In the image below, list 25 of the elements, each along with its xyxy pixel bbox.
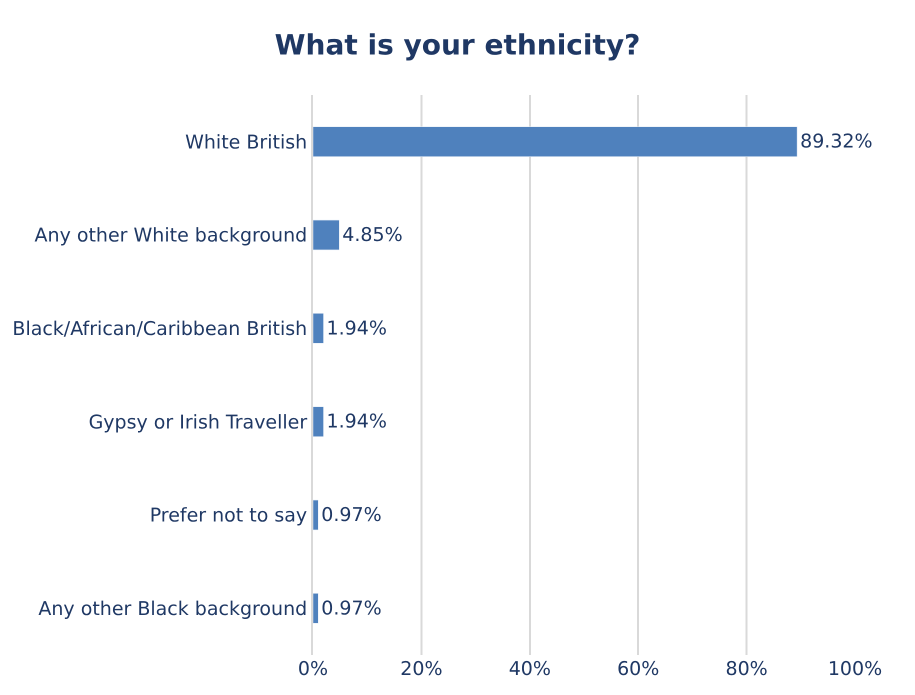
x-tick-label: 20% bbox=[400, 658, 443, 680]
y-tick-label: Gypsy or Irish Traveller bbox=[88, 411, 308, 434]
bar bbox=[313, 313, 324, 344]
data-label: 0.97% bbox=[321, 504, 382, 526]
chart-title: What is your ethnicity? bbox=[274, 28, 640, 62]
y-tick-label: Black/African/Caribbean British bbox=[12, 318, 308, 340]
y-tick-label: White British bbox=[185, 131, 308, 154]
bar bbox=[313, 406, 324, 437]
bar bbox=[313, 126, 798, 157]
x-tick-label: 40% bbox=[508, 658, 551, 680]
y-tick-label: Prefer not to say bbox=[150, 504, 308, 527]
y-tick-label: Any other Black background bbox=[38, 598, 308, 620]
bar bbox=[313, 500, 319, 530]
data-label: 89.32% bbox=[800, 130, 873, 153]
data-label: 4.85% bbox=[342, 224, 403, 246]
y-tick-label: Any other White background bbox=[34, 224, 308, 247]
bar bbox=[313, 220, 340, 250]
x-tick-label: 0% bbox=[298, 658, 328, 680]
x-tick-label: 80% bbox=[725, 658, 768, 680]
data-label: 1.94% bbox=[326, 410, 387, 433]
bar bbox=[313, 593, 319, 624]
x-tick-label: 60% bbox=[617, 658, 660, 680]
data-label: 0.97% bbox=[321, 597, 382, 620]
x-tick-label: 100% bbox=[828, 658, 882, 680]
data-label: 1.94% bbox=[326, 317, 387, 340]
